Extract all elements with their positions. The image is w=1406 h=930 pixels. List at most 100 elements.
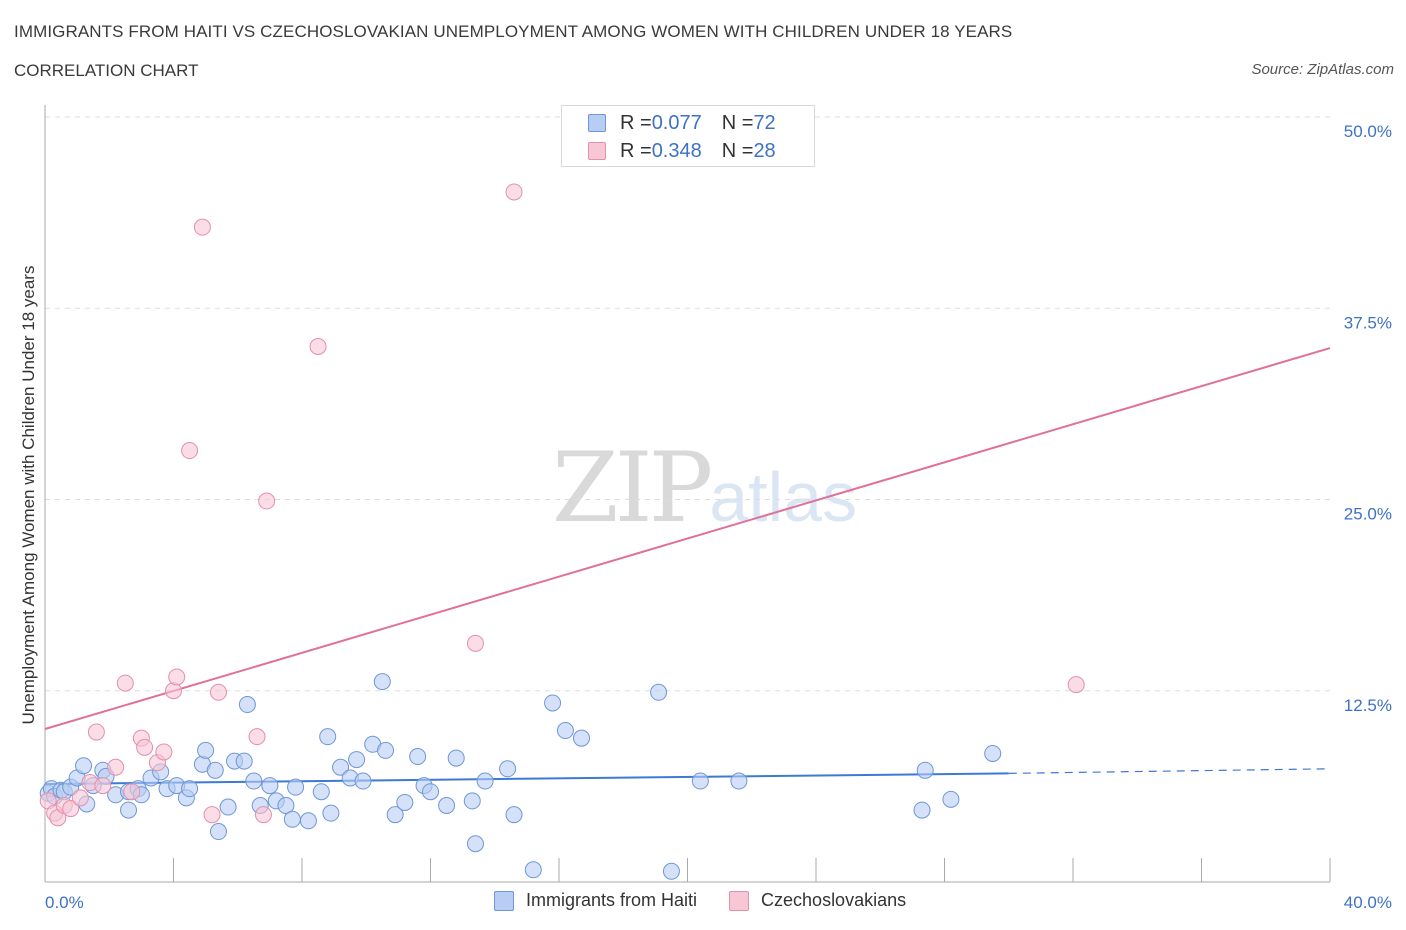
y-axis-label: Unemployment Among Women with Children U…	[19, 266, 38, 725]
haiti-point	[730, 772, 748, 790]
stats-legend: R = 0.077 N = 72 R = 0.348 N = 28	[561, 105, 815, 167]
czech-point	[1067, 676, 1085, 694]
haiti-point	[209, 823, 227, 841]
legend-label-haiti: Immigrants from Haiti	[526, 890, 698, 910]
haiti-point	[312, 783, 330, 801]
y-tick-label: 50.0%	[1344, 122, 1392, 141]
haiti-point	[120, 801, 138, 819]
czech-point	[123, 783, 141, 801]
czech-swatch	[729, 890, 750, 911]
haiti-trend-line	[44, 772, 1009, 786]
czech-point	[258, 492, 276, 510]
haiti-point	[197, 741, 215, 759]
czech-point	[155, 743, 173, 761]
stats-row-haiti: R = 0.077 N = 72	[588, 111, 776, 135]
r-value: 0.348	[651, 139, 702, 162]
y-tick-label: 25.0%	[1344, 505, 1392, 524]
trend-lines	[44, 347, 1331, 786]
czech-point	[254, 806, 272, 824]
czech-point	[209, 683, 227, 701]
haiti-point	[984, 744, 1002, 762]
czech-point	[505, 183, 523, 201]
haiti-point	[544, 694, 562, 712]
czech-point	[466, 634, 484, 652]
r-label: R =	[620, 139, 652, 162]
haiti-point	[691, 772, 709, 790]
haiti-point	[354, 772, 372, 790]
haiti-point	[277, 797, 295, 814]
czech-point	[181, 442, 199, 460]
haiti-point	[235, 752, 253, 770]
czech-point	[309, 338, 327, 355]
haiti-point	[524, 861, 542, 879]
gridlines	[45, 116, 1330, 692]
n-value: 72	[753, 111, 776, 134]
czech-point	[94, 777, 112, 795]
haiti-point	[438, 797, 456, 814]
haiti-point	[662, 862, 680, 880]
watermark-atlas: atlas	[709, 458, 858, 536]
haiti-point	[396, 793, 414, 811]
haiti-point	[386, 806, 404, 824]
haiti-point	[499, 760, 517, 778]
legend-item-haiti[interactable]: Immigrants from Haiti	[494, 890, 697, 911]
czech-point	[71, 789, 89, 807]
legend-item-czech[interactable]: Czechoslovakians	[729, 890, 906, 911]
tick-labels: 12.5% 25.0% 37.5% 50.0% 0.0% 40.0%	[45, 122, 1392, 912]
czech-point	[62, 800, 80, 818]
haiti-point	[409, 748, 427, 766]
stats-row-czech: R = 0.348 N = 28	[588, 139, 776, 163]
x-tick-label: 40.0%	[1344, 893, 1392, 912]
haiti-point	[942, 790, 960, 808]
legend-label-czech: Czechoslovakians	[761, 890, 907, 910]
czech-swatch	[588, 142, 606, 160]
haiti-point	[913, 801, 931, 819]
czech-point	[116, 674, 134, 692]
haiti-point	[505, 806, 523, 824]
czech-point	[87, 723, 105, 741]
czech-point	[168, 668, 186, 686]
r-label: R =	[620, 111, 652, 134]
czech-point	[136, 738, 154, 756]
czech-point	[107, 758, 125, 776]
haiti-point	[261, 777, 279, 795]
haiti-point	[287, 778, 305, 796]
haiti-point	[556, 722, 574, 740]
chart-subtitle: CORRELATION CHART	[14, 61, 199, 80]
haiti-point	[332, 758, 350, 776]
n-label: N =	[721, 111, 754, 134]
czech-point	[248, 728, 266, 746]
watermark: ZIPatlas	[552, 440, 857, 537]
haiti-point	[377, 741, 395, 759]
haiti-point	[322, 804, 340, 822]
czech-point	[203, 806, 221, 824]
haiti-swatch	[588, 114, 606, 132]
czech-point	[165, 682, 182, 700]
haiti-point	[466, 835, 484, 853]
haiti-point	[463, 792, 481, 810]
series-legend: Immigrants from Haiti Czechoslovakians	[494, 890, 938, 911]
haiti-swatch	[494, 890, 514, 911]
y-tick-label: 12.5%	[1344, 696, 1392, 715]
axes	[44, 105, 1331, 883]
haiti-point	[238, 696, 256, 714]
haiti-point	[283, 810, 301, 828]
haiti-point	[650, 683, 668, 701]
haiti-point	[476, 772, 494, 790]
data-points	[39, 183, 1085, 880]
chart-title: IMMIGRANTS FROM HAITI VS CZECHOSLOVAKIAN…	[14, 22, 1013, 41]
y-tick-label: 37.5%	[1344, 313, 1392, 332]
haiti-point	[181, 780, 199, 798]
watermark-zip: ZIP	[552, 432, 713, 544]
haiti-point	[373, 673, 391, 691]
haiti-point	[75, 757, 93, 775]
haiti-point	[348, 751, 366, 769]
haiti-point	[319, 728, 337, 746]
haiti-point	[447, 749, 465, 767]
n-value: 28	[753, 139, 776, 162]
czech-point	[193, 218, 211, 236]
haiti-point	[916, 761, 934, 779]
haiti-point	[422, 783, 439, 801]
haiti-point	[219, 798, 237, 816]
